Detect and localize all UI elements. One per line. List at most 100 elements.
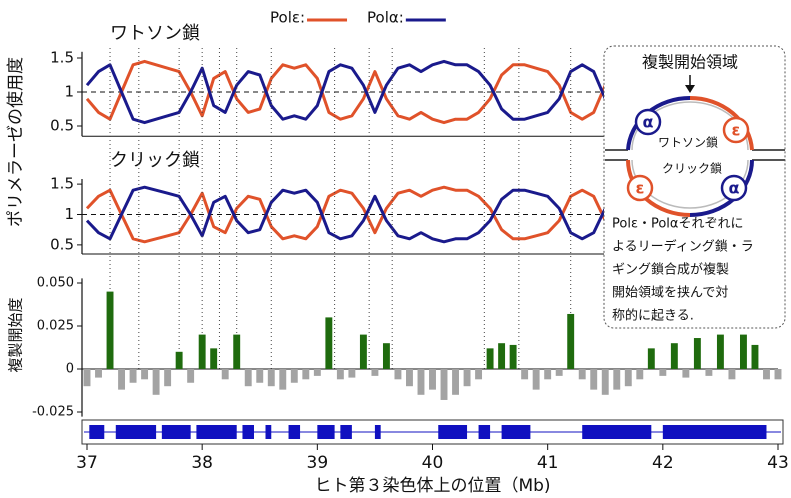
bar [487,348,494,369]
gene [582,425,651,439]
bar [153,369,160,395]
bar [233,335,240,369]
gene [196,425,236,439]
alpha-symbol: α [729,179,740,198]
x-tick-label: 42 [652,453,674,473]
epsilon-symbol: ε [636,179,645,198]
bar [348,369,355,378]
bar [279,369,286,390]
gene [116,425,156,439]
bar [705,369,712,376]
bar [590,369,597,390]
gene [317,425,334,439]
description-line: 称的に起きる. [612,308,694,324]
bar [406,369,413,386]
bar [659,369,666,376]
bar [556,369,563,376]
bar [544,369,551,379]
watson-label: ワトソン鎖 [658,135,718,150]
gene [242,425,254,439]
bar [475,369,482,379]
y-tick-label: 1 [64,205,74,223]
bar [510,345,517,369]
bar [107,292,114,369]
panel-title: クリック鎖 [110,150,200,171]
bar [210,348,217,369]
bar [418,369,425,395]
y-tick-label: 0.5 [50,235,74,253]
bar [394,369,401,379]
bar [625,369,632,386]
bar [613,369,620,390]
bar [521,369,528,379]
legend-label: Polε: [270,9,305,27]
bar [533,369,540,390]
y-tick-label: 1.5 [50,175,74,193]
gene [375,425,381,439]
x-tick-label: 41 [537,453,559,473]
gene [663,425,767,439]
gene [479,425,491,439]
bar [199,335,206,369]
y-tick-label: -0.025 [32,405,74,420]
bar [360,335,367,369]
inset-title: 複製開始領域 [642,53,738,72]
gene [438,425,467,439]
y-axis-label: ポリメラーゼの使用度 [5,57,26,227]
gene [502,425,531,439]
bar [602,369,609,395]
bar [95,369,102,378]
bar [245,369,252,386]
bar [763,369,770,379]
bar [452,369,459,395]
y-axis-label: 複製開始度 [7,297,25,372]
bar [222,369,229,379]
alpha-symbol: α [643,113,654,132]
bar [256,369,263,383]
bar [464,369,471,386]
gene [89,425,104,439]
description-line: よるリーディング鎖・ラ [612,239,754,255]
bar [84,369,91,386]
bar [141,369,148,379]
bar [187,369,194,383]
bar [636,369,643,379]
x-tick-label: 43 [767,453,789,473]
gene [340,425,352,439]
crick-label: クリック鎖 [662,161,722,176]
bar [498,343,505,369]
y-tick-label: 1 [64,83,74,101]
bar [337,369,344,379]
bar [740,335,747,369]
bar [648,348,655,369]
bar [176,352,183,369]
x-tick-label: 38 [191,453,213,473]
bar [302,369,309,379]
bar [118,369,125,390]
panel-title: ワトソン鎖 [110,23,200,44]
description-line: Polε・Polαそれぞれに [612,217,743,232]
bar [383,343,390,369]
bar [567,314,574,369]
bar [164,369,171,386]
legend-label: Polα: [367,9,404,27]
description-line: ギング鎖合成が複製 [612,262,729,278]
bar [682,369,689,378]
bar [671,343,678,369]
x-axis-label: ヒト第３染色体上の位置（Mb) [314,476,550,496]
bar [775,369,782,379]
figure: 0.511.5ワトソン鎖ポリメラーゼの使用度Polε:Polα:0.511.5ク… [0,0,791,498]
x-tick-label: 40 [422,453,444,473]
y-tick-label: 0.025 [37,319,74,334]
bar [371,369,378,376]
bar [694,338,701,369]
bar [441,369,448,400]
bar [728,369,735,379]
bar [429,369,436,390]
bar [130,369,137,383]
y-tick-label: 0.5 [50,117,74,135]
y-tick-label: 0 [66,362,74,377]
gene [289,425,301,439]
bar [291,369,298,383]
bar [325,317,332,369]
